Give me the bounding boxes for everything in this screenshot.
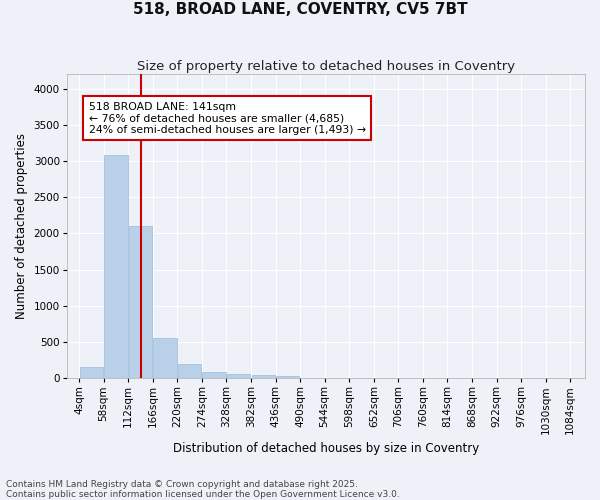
Bar — [202, 372, 226, 378]
Text: 518, BROAD LANE, COVENTRY, CV5 7BT: 518, BROAD LANE, COVENTRY, CV5 7BT — [133, 2, 467, 18]
Bar — [227, 374, 250, 378]
Y-axis label: Number of detached properties: Number of detached properties — [15, 133, 28, 319]
Bar — [276, 376, 299, 378]
Bar — [80, 367, 103, 378]
Title: Size of property relative to detached houses in Coventry: Size of property relative to detached ho… — [137, 60, 515, 73]
Text: 518 BROAD LANE: 141sqm
← 76% of detached houses are smaller (4,685)
24% of semi-: 518 BROAD LANE: 141sqm ← 76% of detached… — [89, 102, 366, 135]
X-axis label: Distribution of detached houses by size in Coventry: Distribution of detached houses by size … — [173, 442, 479, 455]
Bar — [178, 364, 201, 378]
Text: Contains HM Land Registry data © Crown copyright and database right 2025.
Contai: Contains HM Land Registry data © Crown c… — [6, 480, 400, 499]
Bar — [251, 375, 275, 378]
Bar — [104, 155, 128, 378]
Bar — [129, 226, 152, 378]
Bar — [154, 338, 176, 378]
